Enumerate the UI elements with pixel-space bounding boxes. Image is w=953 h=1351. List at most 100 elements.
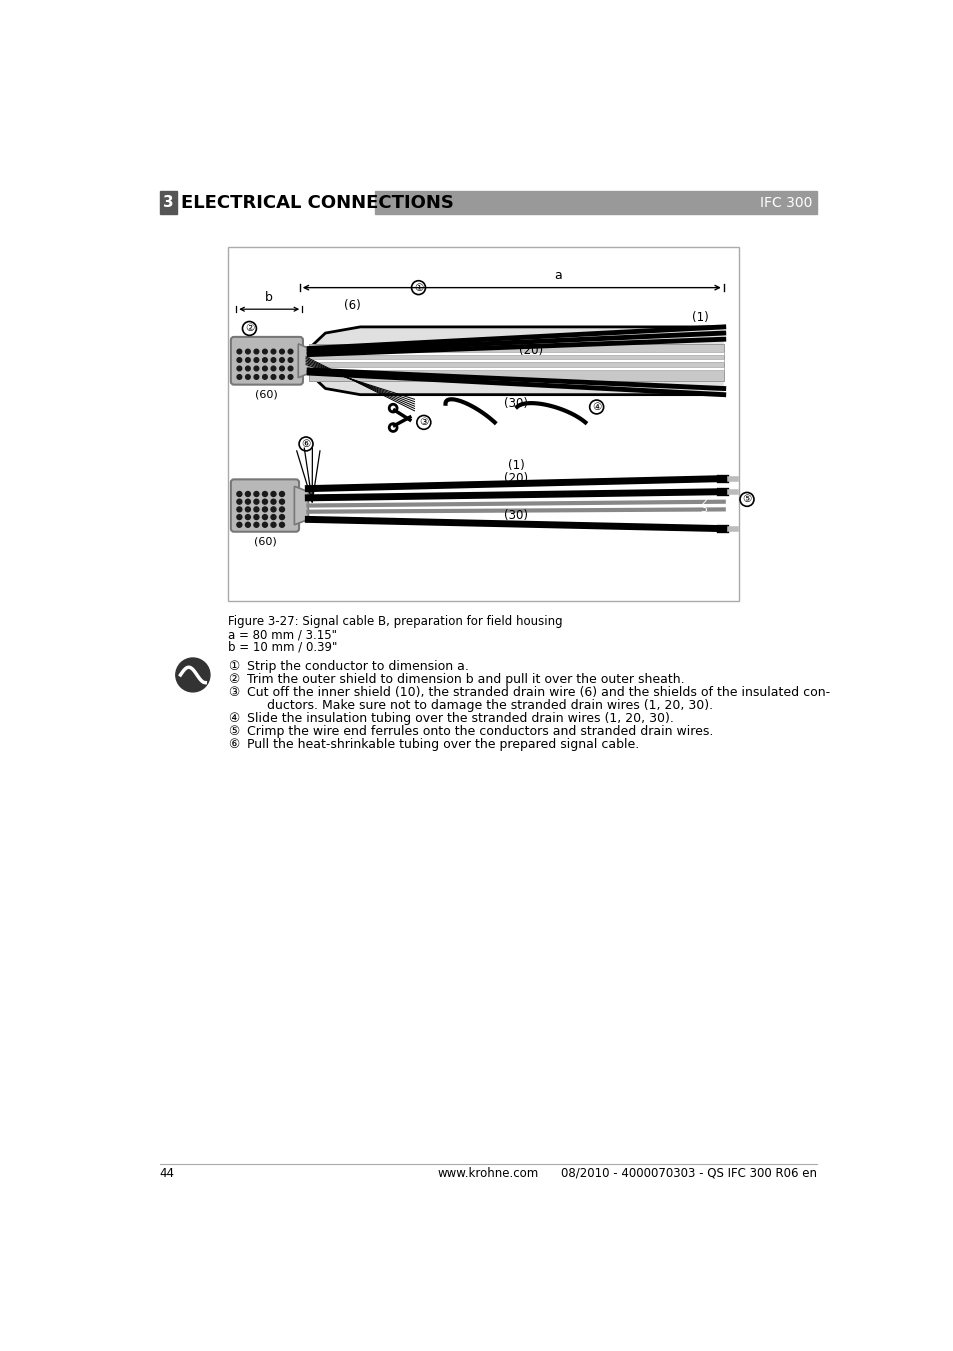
Circle shape (740, 493, 753, 507)
Text: ⑤: ⑤ (741, 494, 751, 504)
Text: ⑤: ⑤ (228, 725, 239, 738)
Circle shape (245, 507, 250, 512)
Circle shape (262, 366, 267, 370)
Bar (313, 359, 723, 362)
Text: ④: ④ (592, 403, 600, 412)
Circle shape (236, 523, 242, 527)
Circle shape (236, 500, 242, 504)
Text: Trim the outer shield to dimension b and pull it over the outer sheath.: Trim the outer shield to dimension b and… (247, 673, 684, 685)
Bar (309, 362, 723, 381)
Circle shape (262, 374, 267, 380)
Bar (159, 192, 176, 215)
Circle shape (271, 492, 275, 496)
Circle shape (416, 416, 431, 430)
Circle shape (236, 492, 242, 496)
Circle shape (253, 366, 258, 370)
Circle shape (279, 507, 284, 512)
Circle shape (245, 492, 250, 496)
Text: ②: ② (228, 673, 239, 685)
Text: IFC 300: IFC 300 (760, 196, 812, 209)
Circle shape (298, 436, 313, 451)
Circle shape (245, 366, 250, 370)
Text: ductors. Make sure not to damage the stranded drain wires (1, 20, 30).: ductors. Make sure not to damage the str… (247, 698, 713, 712)
Circle shape (175, 658, 210, 692)
Text: 3: 3 (163, 196, 173, 211)
Circle shape (279, 358, 284, 362)
Circle shape (288, 358, 293, 362)
Polygon shape (309, 327, 723, 394)
Text: a: a (554, 269, 561, 282)
Text: 44: 44 (159, 1167, 174, 1179)
Circle shape (245, 349, 250, 354)
Circle shape (279, 500, 284, 504)
Circle shape (236, 366, 241, 370)
Circle shape (262, 515, 267, 520)
Circle shape (271, 507, 275, 512)
Text: b: b (265, 290, 273, 304)
Text: Cut off the inner shield (10), the stranded drain wire (6) and the shields of th: Cut off the inner shield (10), the stran… (247, 686, 829, 698)
Circle shape (271, 349, 275, 354)
Bar (309, 345, 723, 362)
Text: Strip the conductor to dimension a.: Strip the conductor to dimension a. (247, 659, 469, 673)
Text: Pull the heat-shrinkable tubing over the prepared signal cable.: Pull the heat-shrinkable tubing over the… (247, 738, 639, 751)
Text: (6): (6) (344, 299, 360, 312)
Circle shape (242, 322, 256, 335)
Text: 3: 3 (700, 504, 707, 515)
Circle shape (253, 523, 258, 527)
Text: ②: ② (245, 323, 253, 334)
Polygon shape (298, 345, 309, 378)
Circle shape (279, 366, 284, 370)
Text: ⑥: ⑥ (228, 738, 239, 751)
Text: ⑥: ⑥ (301, 439, 311, 449)
Text: (20): (20) (503, 471, 528, 485)
Text: (1): (1) (507, 458, 524, 471)
Text: Crimp the wire end ferrules onto the conductors and stranded drain wires.: Crimp the wire end ferrules onto the con… (247, 725, 713, 738)
FancyBboxPatch shape (231, 336, 303, 385)
Circle shape (271, 515, 275, 520)
Circle shape (245, 374, 250, 380)
Text: a = 80 mm / 3.15": a = 80 mm / 3.15" (228, 628, 336, 642)
Circle shape (279, 374, 284, 380)
Circle shape (271, 523, 275, 527)
Polygon shape (294, 486, 308, 524)
Text: (60): (60) (253, 536, 276, 546)
Text: (60): (60) (254, 389, 277, 400)
Text: ELECTRICAL CONNECTIONS: ELECTRICAL CONNECTIONS (181, 195, 454, 212)
Bar (313, 351, 723, 354)
Text: b = 10 mm / 0.39": b = 10 mm / 0.39" (228, 640, 336, 654)
Circle shape (262, 507, 267, 512)
Circle shape (245, 500, 250, 504)
Circle shape (288, 349, 293, 354)
Circle shape (253, 358, 258, 362)
Circle shape (236, 515, 242, 520)
Text: ④: ④ (228, 712, 239, 725)
Text: 08/2010 - 4000070303 - QS IFC 300 R06 en: 08/2010 - 4000070303 - QS IFC 300 R06 en (560, 1167, 816, 1179)
Circle shape (253, 500, 258, 504)
Text: (1): (1) (691, 311, 708, 324)
Bar (228, 247, 739, 601)
Circle shape (262, 358, 267, 362)
Circle shape (279, 492, 284, 496)
Circle shape (245, 358, 250, 362)
Circle shape (262, 349, 267, 354)
Text: ①: ① (228, 659, 239, 673)
Circle shape (253, 507, 258, 512)
Circle shape (245, 523, 250, 527)
Circle shape (236, 358, 241, 362)
Circle shape (271, 374, 275, 380)
Text: (30): (30) (503, 509, 528, 521)
Text: Figure 3-27: Signal cable B, preparation for field housing: Figure 3-27: Signal cable B, preparation… (228, 615, 561, 628)
Circle shape (253, 349, 258, 354)
Circle shape (262, 492, 267, 496)
Circle shape (236, 374, 241, 380)
Circle shape (411, 281, 425, 295)
Circle shape (271, 366, 275, 370)
Text: ③: ③ (228, 686, 239, 698)
Text: 2: 2 (700, 497, 707, 507)
Circle shape (589, 400, 603, 413)
Circle shape (279, 523, 284, 527)
Circle shape (236, 507, 242, 512)
Circle shape (253, 374, 258, 380)
Circle shape (288, 374, 293, 380)
Circle shape (262, 523, 267, 527)
